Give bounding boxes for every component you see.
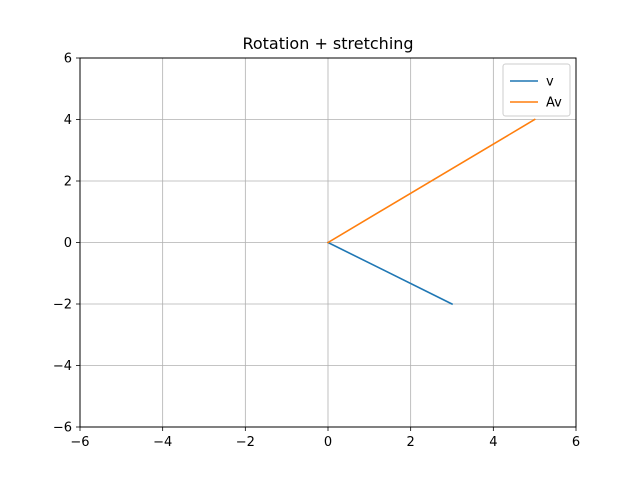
x-tick-label: −4 <box>153 435 172 450</box>
chart-title: Rotation + stretching <box>242 34 413 53</box>
y-tick-label: 4 <box>64 113 72 128</box>
series-line-av <box>326 118 536 244</box>
x-tick-label: 6 <box>572 435 580 450</box>
x-tick-label: 0 <box>324 435 332 450</box>
y-tick-label: 0 <box>64 236 72 251</box>
y-tick-label: 6 <box>64 52 72 67</box>
legend-box <box>502 63 571 117</box>
x-tick-label: −6 <box>70 435 89 450</box>
y-tick-label: −2 <box>53 298 72 313</box>
y-tick-label: −6 <box>53 421 72 436</box>
x-tick-label: 4 <box>489 435 497 450</box>
series-line-v <box>326 241 454 306</box>
series-layer <box>326 118 536 306</box>
ticks: −6 −4 −2 0 2 4 6 −6 −4 −2 0 2 4 6 <box>53 52 580 451</box>
y-tick-label: 2 <box>64 175 72 190</box>
legend: v Av <box>502 63 571 117</box>
x-tick-label: −2 <box>236 435 255 450</box>
x-tick-label: 2 <box>407 435 415 450</box>
legend-label-av: Av <box>546 96 562 111</box>
y-tick-label: −4 <box>53 359 72 374</box>
legend-label-v: v <box>546 75 554 90</box>
